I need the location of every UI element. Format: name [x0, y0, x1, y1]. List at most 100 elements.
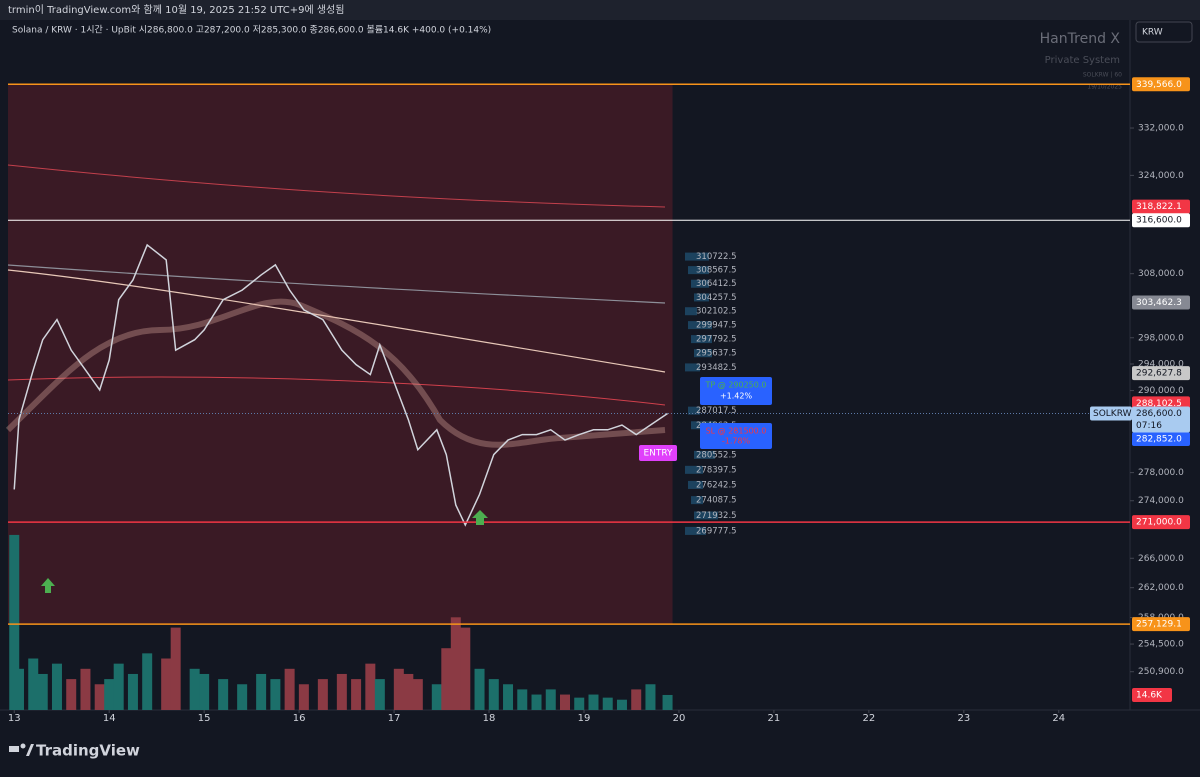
y-tick-label: 254,500.0: [1138, 640, 1184, 650]
volume-bar: [662, 694, 673, 710]
volume-bar: [588, 694, 599, 710]
currency-button[interactable]: [1135, 21, 1193, 43]
profile-label: 276242.5: [696, 480, 737, 490]
y-tick-label: 290,000.0: [1138, 386, 1184, 396]
price-tag: [1132, 366, 1190, 381]
price-tag: [1132, 77, 1190, 92]
x-tick-label: 16: [293, 713, 306, 724]
caption: trmin이 TradingView.com와 함께 10월 19, 2025 …: [8, 4, 344, 16]
price-tag-label: 288,102.5: [1136, 399, 1182, 409]
volume-bar: [645, 684, 656, 710]
volume-bar: [80, 668, 91, 710]
price-tag-label: 282,852.0: [1136, 435, 1182, 445]
volume-bar: [66, 679, 77, 710]
volume-bar: [13, 668, 24, 710]
volume-bar: [94, 684, 105, 710]
volume-bar: [270, 679, 281, 710]
y-tick-label: 278,000.0: [1138, 468, 1184, 478]
profile-bar: [691, 335, 712, 344]
volume-bar: [170, 627, 181, 710]
volume-bar: [403, 673, 414, 710]
volume-bar: [365, 663, 376, 710]
profile-bar: [694, 349, 712, 358]
brand-logo: [20, 743, 26, 749]
profile-label: 302102.5: [696, 307, 737, 317]
profile-label: 297792.5: [696, 335, 737, 345]
watermark-subtitle: Private System: [1045, 55, 1120, 66]
profile-label: 269777.5: [696, 526, 737, 536]
volume-bar: [631, 689, 642, 710]
profile-label: 295637.5: [696, 349, 737, 359]
profile-label: 280552.5: [696, 450, 737, 460]
profile-bar: [685, 307, 697, 316]
profile-bar: [694, 450, 715, 459]
volume-bar: [256, 673, 267, 710]
profile-label: 278397.5: [696, 465, 737, 475]
profile-bar: [694, 293, 709, 302]
profile-bar: [688, 266, 709, 275]
volume-bar: [189, 668, 200, 710]
profile-bar: [685, 465, 703, 474]
profile-label: 304257.5: [696, 293, 737, 303]
volume-bar: [474, 668, 485, 710]
entry-box: [639, 445, 677, 461]
signal-arrow: [41, 578, 55, 593]
profile-bar: [688, 321, 712, 330]
volume-bar: [574, 697, 585, 710]
tp-label: TP @ 290250.0: [705, 381, 767, 390]
y-tick-label: 250,900.0: [1138, 667, 1184, 677]
volume-bar: [113, 663, 124, 710]
volume-tag-label: 14.6K: [1136, 690, 1163, 700]
countdown: 07:16: [1136, 421, 1162, 431]
profile-label: 299947.5: [696, 321, 737, 331]
volume-bar: [9, 534, 20, 710]
x-tick-label: 21: [768, 713, 781, 724]
y-tick-label: 294,000.0: [1138, 359, 1184, 369]
profile-label: 293482.5: [696, 363, 737, 373]
sl-pct: -1.78%: [722, 437, 751, 446]
profile-bar: [688, 406, 700, 415]
profile-label: 308567.5: [696, 266, 737, 276]
volume-bar: [450, 617, 461, 710]
x-tick-label: 14: [103, 713, 116, 724]
volume-bar: [374, 679, 385, 710]
brand-logo: [9, 746, 19, 752]
profile-label: 274087.5: [696, 496, 737, 506]
y-tick-label: 308,000.0: [1138, 269, 1184, 279]
indicator-band: [7, 376, 666, 406]
y-tick-label: 262,000.0: [1138, 583, 1184, 593]
profile-bar: [685, 526, 706, 535]
symbol-label: SOLKRW: [1093, 409, 1132, 419]
y-tick-label: 332,000.0: [1138, 124, 1184, 134]
profile-bar: [694, 511, 718, 520]
sl-label: SL @ 281500.0: [706, 427, 767, 436]
profile-label: 310722.5: [696, 252, 737, 262]
tp-pct: +1.42%: [720, 392, 753, 401]
price-tag: [1132, 199, 1190, 214]
volume-bar: [28, 658, 39, 710]
volume-bar: [393, 668, 404, 710]
volume-bar: [237, 684, 248, 710]
volume-bar: [616, 699, 627, 710]
x-tick-label: 15: [198, 713, 211, 724]
volume-bar: [503, 684, 514, 710]
profile-bar: [685, 252, 709, 261]
indicator-band: [7, 164, 666, 208]
indicator-band: [5, 298, 666, 448]
volume-bar: [517, 689, 528, 710]
watermark-date: 19/10/2025: [1087, 84, 1122, 91]
volume-bar: [317, 679, 328, 710]
tp-box: [700, 377, 772, 405]
zone: [8, 84, 673, 625]
brand: TradingView: [36, 742, 140, 760]
price-tag: [1132, 617, 1190, 632]
brand-logo: [26, 744, 34, 756]
x-tick-label: 24: [1052, 713, 1065, 724]
legend-line: Solana / KRW · 1시간 · UpBit 시286,800.0 고2…: [12, 25, 491, 36]
volume-bar: [284, 668, 295, 710]
indicator-band: [7, 269, 666, 373]
volume-bar: [441, 648, 452, 710]
y-tick-label: 298,000.0: [1138, 333, 1184, 343]
